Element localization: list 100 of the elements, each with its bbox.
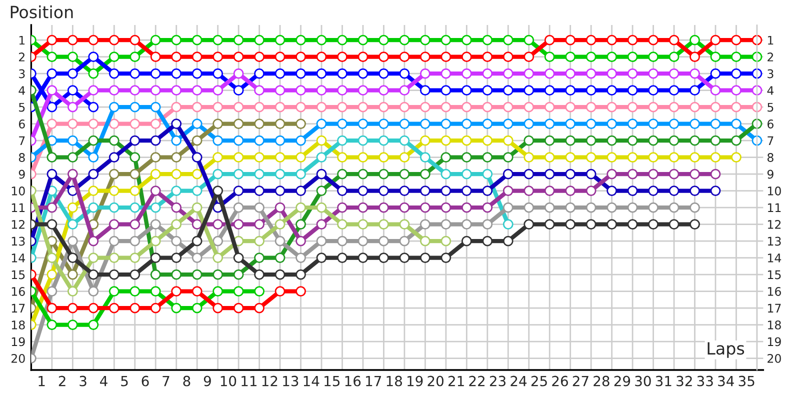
- point: [524, 118, 534, 130]
- point: [399, 102, 410, 112]
- point: [420, 52, 430, 62]
- point: [586, 186, 596, 196]
- point: [461, 168, 472, 180]
- point: [296, 168, 306, 180]
- point: [399, 118, 410, 130]
- y2-tick-label: 1: [768, 36, 774, 45]
- x-tick-label: 19: [408, 376, 423, 386]
- point: [274, 52, 286, 62]
- point: [606, 219, 618, 230]
- point: [46, 52, 58, 62]
- point: [399, 252, 410, 263]
- point: [502, 219, 514, 230]
- point: [67, 286, 78, 296]
- point: [192, 286, 202, 296]
- y2-tick-label: 17: [768, 304, 781, 313]
- point: [274, 68, 286, 79]
- point: [171, 186, 182, 196]
- point: [461, 85, 472, 96]
- point: [420, 236, 430, 246]
- point: [108, 135, 120, 146]
- point: [212, 68, 224, 79]
- point: [254, 135, 265, 146]
- point: [710, 52, 721, 62]
- point: [544, 34, 555, 46]
- point: [544, 202, 555, 213]
- point: [88, 202, 99, 213]
- point: [296, 118, 306, 130]
- point: [212, 118, 224, 130]
- point: [108, 202, 120, 213]
- y-tick-label: 17: [12, 304, 25, 313]
- point: [254, 186, 265, 196]
- point: [150, 219, 161, 230]
- point: [108, 118, 120, 130]
- point: [192, 102, 202, 112]
- point: [337, 34, 348, 46]
- x-tick-label: 2: [58, 376, 66, 386]
- point: [461, 34, 472, 46]
- point: [627, 202, 638, 213]
- point: [627, 135, 638, 146]
- point: [274, 236, 286, 246]
- point: [420, 34, 430, 46]
- point: [378, 236, 389, 246]
- point: [337, 152, 348, 163]
- point: [254, 219, 265, 230]
- point: [171, 152, 182, 163]
- point: [130, 219, 140, 230]
- y-tick-label: 12: [12, 220, 24, 229]
- point: [502, 34, 514, 46]
- point: [316, 186, 327, 196]
- point: [150, 202, 161, 213]
- point: [586, 34, 596, 46]
- point: [378, 186, 389, 196]
- point: [254, 34, 265, 46]
- x-tick-label: 20: [428, 376, 444, 386]
- point: [627, 219, 638, 230]
- y2-tick-label: 4: [767, 86, 774, 95]
- point: [46, 168, 58, 180]
- point: [192, 202, 202, 213]
- point: [67, 202, 78, 213]
- point: [378, 219, 389, 230]
- point: [358, 85, 368, 96]
- point: [731, 68, 742, 79]
- point: [274, 202, 286, 213]
- point: [46, 286, 58, 296]
- point: [88, 236, 99, 246]
- point: [586, 68, 596, 79]
- point: [502, 102, 514, 112]
- point: [461, 52, 472, 62]
- point: [108, 52, 120, 62]
- point: [668, 219, 680, 230]
- point: [440, 202, 452, 213]
- y-tick-label: 8: [18, 153, 25, 162]
- point: [378, 118, 389, 130]
- point: [150, 236, 161, 246]
- point: [192, 168, 202, 180]
- point: [710, 152, 721, 163]
- point: [254, 85, 265, 96]
- point: [668, 34, 680, 46]
- point: [586, 135, 596, 146]
- point: [130, 269, 140, 280]
- point: [606, 152, 618, 163]
- point: [399, 135, 410, 146]
- point: [690, 34, 700, 46]
- point: [233, 68, 244, 79]
- point: [565, 186, 576, 196]
- point: [274, 102, 286, 112]
- point: [627, 34, 638, 46]
- point: [274, 85, 286, 96]
- x-tick-label: 29: [614, 376, 630, 386]
- point: [150, 118, 161, 130]
- point: [668, 168, 680, 180]
- point: [46, 320, 58, 330]
- point: [440, 102, 452, 112]
- point: [648, 52, 659, 62]
- point: [731, 135, 742, 146]
- point: [192, 118, 202, 130]
- point: [440, 68, 452, 79]
- point: [130, 68, 140, 79]
